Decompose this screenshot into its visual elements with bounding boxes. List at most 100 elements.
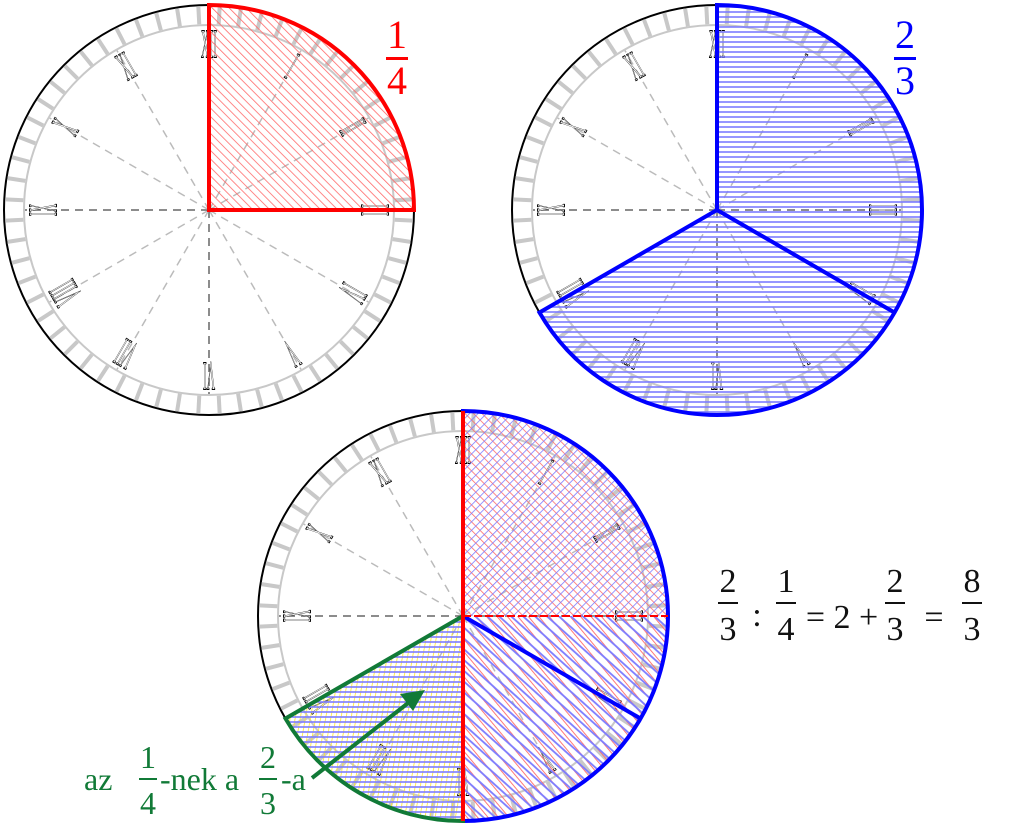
minute-tick bbox=[261, 643, 280, 650]
minute-tick bbox=[363, 309, 382, 323]
roman-numeral: IX bbox=[20, 204, 66, 216]
minute-tick bbox=[154, 389, 163, 408]
minute-tick bbox=[587, 50, 602, 67]
minute-tick bbox=[525, 274, 545, 285]
minute-tick bbox=[17, 274, 37, 285]
minute-tick bbox=[429, 414, 436, 433]
minute-tick bbox=[642, 18, 653, 38]
minute-tick bbox=[519, 256, 538, 265]
hour-dashed-line bbox=[557, 117, 718, 211]
hour-dashed-line bbox=[303, 523, 464, 617]
fraction-bar bbox=[386, 57, 408, 60]
arrow-shaft bbox=[310, 698, 414, 780]
minute-tick bbox=[571, 64, 587, 80]
minute-tick bbox=[291, 374, 304, 393]
equation: 2 3 : 1 4 = 2 + 2 3 = 8 3 bbox=[718, 563, 982, 648]
eq-f2-den: 4 bbox=[778, 611, 795, 648]
eq-f1-num: 2 bbox=[720, 563, 737, 600]
fraction-one-quarter: 1 4 bbox=[386, 12, 408, 103]
eq-f4-num: 8 bbox=[964, 563, 981, 600]
label-middle: -nek a bbox=[160, 761, 239, 797]
fraction-numerator: 1 bbox=[387, 12, 407, 57]
minute-tick bbox=[49, 325, 66, 340]
minute-tick bbox=[79, 50, 94, 67]
eq-mid: = 2 + bbox=[806, 599, 878, 636]
minute-tick bbox=[352, 325, 369, 340]
minute-tick bbox=[271, 680, 291, 691]
minute-tick bbox=[368, 433, 381, 452]
minute-tick bbox=[350, 443, 364, 462]
roman-numeral: IX bbox=[528, 204, 574, 216]
minute-tick bbox=[704, 6, 710, 25]
label-f1-num: 1 bbox=[140, 739, 156, 775]
minute-tick bbox=[11, 256, 30, 265]
minute-tick bbox=[261, 582, 280, 589]
two-thirds-sector bbox=[536, 2, 924, 417]
minute-tick bbox=[381, 274, 401, 285]
fraction-numerator: 2 bbox=[895, 12, 915, 57]
minute-tick bbox=[271, 541, 291, 552]
minute-tick bbox=[280, 521, 299, 534]
minute-tick bbox=[388, 424, 399, 444]
eq-equals: = bbox=[924, 599, 943, 636]
minute-tick bbox=[622, 27, 635, 46]
hour-dashed-line bbox=[49, 209, 210, 303]
minute-tick bbox=[175, 393, 182, 412]
minute-tick bbox=[216, 395, 222, 414]
overlap-sector-bottom-blue bbox=[463, 616, 668, 821]
minute-tick bbox=[324, 353, 339, 370]
minute-tick bbox=[114, 374, 127, 393]
minute-tick bbox=[5, 197, 24, 203]
label-f2-num: 2 bbox=[260, 739, 276, 775]
minute-tick bbox=[280, 698, 299, 711]
minute-tick bbox=[196, 6, 202, 25]
minute-tick bbox=[394, 217, 413, 223]
minute-tick bbox=[408, 418, 417, 437]
minute-tick bbox=[154, 12, 163, 31]
label-f1-den: 4 bbox=[140, 785, 156, 821]
minute-tick bbox=[308, 364, 322, 383]
minute-tick bbox=[236, 393, 243, 412]
minute-tick bbox=[265, 662, 284, 671]
minute-tick bbox=[36, 309, 55, 323]
eq-f1-bar bbox=[718, 602, 738, 604]
highlight-sector-outline bbox=[282, 612, 465, 824]
minute-tick bbox=[17, 135, 37, 146]
minute-tick bbox=[392, 237, 411, 244]
minute-tick bbox=[534, 115, 553, 128]
minute-tick bbox=[519, 155, 538, 164]
minute-tick bbox=[339, 340, 355, 356]
minute-tick bbox=[63, 340, 79, 356]
minute-tick bbox=[333, 456, 348, 473]
minute-tick bbox=[388, 256, 407, 265]
minute-tick bbox=[259, 603, 278, 609]
minute-tick bbox=[290, 503, 309, 517]
minute-tick bbox=[265, 561, 284, 570]
roman-numeral: IX bbox=[274, 610, 320, 622]
hour-dashed-line bbox=[208, 209, 302, 370]
label-suffix: -a bbox=[281, 761, 306, 797]
hour-dashed-line bbox=[370, 456, 464, 617]
hour-dashed-line bbox=[116, 50, 210, 211]
eq-f1-den: 3 bbox=[720, 611, 737, 648]
label-prefix: az bbox=[84, 761, 112, 797]
label-f2-bar bbox=[259, 778, 277, 780]
annotation-label: az 1 4 -nek a 2 3 -a bbox=[84, 739, 306, 821]
third-divider bbox=[462, 614, 642, 721]
minute-tick bbox=[513, 217, 532, 223]
minute-tick bbox=[513, 197, 532, 203]
fraction-bar bbox=[894, 57, 916, 60]
eq-f3-num: 2 bbox=[887, 563, 904, 600]
overlap-sector-top-blue bbox=[463, 411, 668, 616]
eq-f4-bar bbox=[962, 602, 982, 604]
minute-tick bbox=[303, 486, 320, 501]
minute-tick bbox=[96, 37, 110, 56]
minute-tick bbox=[7, 176, 26, 183]
quarter-sector bbox=[207, 2, 417, 212]
minute-tick bbox=[134, 382, 145, 402]
minute-tick bbox=[525, 135, 545, 146]
minute-tick bbox=[26, 292, 45, 305]
fraction-denominator: 3 bbox=[895, 58, 915, 103]
minute-tick bbox=[175, 8, 182, 27]
